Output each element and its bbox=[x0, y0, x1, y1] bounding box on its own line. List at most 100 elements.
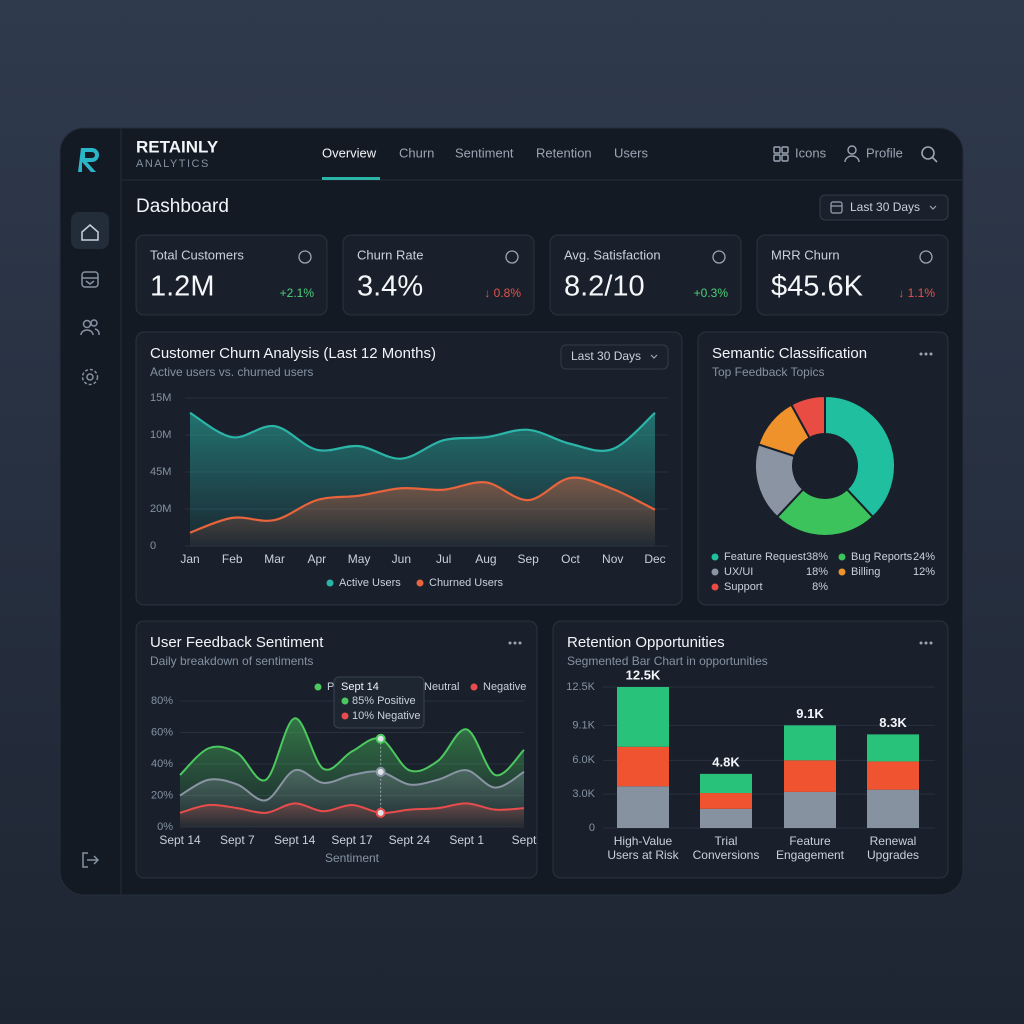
legend-swatch bbox=[326, 579, 334, 587]
x-tick-label-box: Feature Engagement bbox=[775, 834, 845, 862]
legend-swatch bbox=[314, 683, 322, 691]
range-label[interactable]: Last 30 Days bbox=[850, 200, 920, 214]
bar-total-label: 9.1K bbox=[796, 706, 824, 721]
kpi-label: Total Customers bbox=[150, 247, 244, 262]
card-title: Semantic Classification bbox=[712, 345, 867, 362]
more-menu[interactable] bbox=[924, 352, 928, 356]
range-button[interactable] bbox=[819, 194, 949, 221]
y-tick-label: 60% bbox=[151, 726, 173, 738]
hover-point bbox=[375, 766, 386, 777]
x-tick-label: Jan bbox=[180, 552, 199, 566]
y-tick-label: 15M bbox=[150, 392, 171, 404]
header-action[interactable]: Profile bbox=[866, 145, 903, 160]
x-tick-label: Sept bbox=[512, 833, 537, 847]
more-menu[interactable] bbox=[513, 641, 517, 645]
y-tick-label: 20% bbox=[151, 789, 173, 801]
area bbox=[190, 477, 655, 546]
x-tick-label: Feature Engagement bbox=[775, 834, 845, 862]
card-title: Customer Churn Analysis (Last 12 Months) bbox=[150, 345, 436, 362]
kpi-icon bbox=[505, 250, 519, 264]
tooltip-swatch bbox=[341, 712, 349, 720]
line bbox=[179, 717, 525, 782]
more-menu[interactable] bbox=[518, 641, 522, 645]
nav-active-indicator bbox=[322, 177, 380, 180]
x-tick-label: Mar bbox=[264, 552, 285, 566]
kpi-card bbox=[756, 234, 949, 316]
card-subtitle: Daily breakdown of sentiments bbox=[150, 654, 313, 668]
line bbox=[179, 802, 525, 814]
more-menu[interactable] bbox=[919, 352, 923, 356]
kpi-value: 8.2/10 bbox=[564, 271, 645, 303]
legend-swatch bbox=[838, 568, 846, 576]
x-tick-label-box: High-Value Users at Risk bbox=[607, 834, 678, 862]
y-tick-label: 80% bbox=[151, 695, 173, 707]
chevron bbox=[650, 354, 658, 359]
legend-label: Negative bbox=[483, 681, 526, 693]
y-tick-label: 0 bbox=[150, 540, 156, 552]
donut-slice bbox=[789, 394, 826, 440]
kpi-change: +2.1% bbox=[280, 286, 315, 300]
x-tick-label: Sept 7 bbox=[220, 833, 255, 847]
nav-item[interactable]: Sentiment bbox=[455, 145, 514, 160]
legend-value: 8% bbox=[812, 581, 828, 593]
settings-icon[interactable] bbox=[81, 368, 99, 386]
x-tick-label: Apr bbox=[307, 552, 326, 566]
x-tick-label: Sept 1 bbox=[449, 833, 484, 847]
more-menu[interactable] bbox=[929, 641, 933, 645]
kpi-change: ↓ 1.1% bbox=[898, 286, 935, 300]
x-tick-label: Oct bbox=[561, 552, 580, 566]
y-tick-label: 0% bbox=[157, 821, 173, 833]
range-dropdown-label[interactable]: Last 30 Days bbox=[571, 349, 641, 363]
card-subtitle: Top Feedback Topics bbox=[712, 365, 825, 379]
x-tick-label-box: Trial Conversions bbox=[692, 834, 760, 862]
x-tick-label: Jun bbox=[392, 552, 411, 566]
nav-item[interactable]: Retention bbox=[536, 145, 592, 160]
area bbox=[180, 803, 524, 827]
bar-segment bbox=[700, 808, 752, 828]
line bbox=[179, 768, 525, 802]
nav-item[interactable]: Overview bbox=[322, 145, 377, 160]
range-dropdown[interactable] bbox=[560, 344, 669, 370]
kpi-label: MRR Churn bbox=[771, 247, 840, 262]
y-tick-label: 20M bbox=[150, 503, 171, 515]
nav-item[interactable]: Users bbox=[614, 145, 648, 160]
x-tick-label: Trial Conversions bbox=[692, 834, 760, 862]
more-menu[interactable] bbox=[508, 641, 512, 645]
kpi-change: ↓ 0.8% bbox=[484, 286, 521, 300]
header-action[interactable]: Icons bbox=[795, 145, 827, 160]
card-subtitle: Segmented Bar Chart in opportunities bbox=[567, 654, 768, 668]
card-title: Retention Opportunities bbox=[567, 634, 725, 651]
logo[interactable] bbox=[78, 148, 99, 172]
y-tick-label: 0 bbox=[589, 822, 595, 834]
home-icon[interactable] bbox=[81, 224, 99, 241]
brand-sub: ANALYTICS bbox=[136, 158, 210, 170]
x-tick-label: Sept 14 bbox=[274, 833, 316, 847]
more-menu[interactable] bbox=[924, 641, 928, 645]
bar-segment bbox=[867, 789, 919, 828]
icons-icon[interactable] bbox=[773, 146, 789, 162]
logout-icon[interactable] bbox=[82, 852, 100, 868]
legend-label: Active Users bbox=[339, 577, 401, 589]
x-axis-title: Sentiment bbox=[325, 851, 380, 865]
bar-total-label: 4.8K bbox=[712, 754, 740, 769]
more-menu[interactable] bbox=[929, 352, 933, 356]
search-icon[interactable] bbox=[921, 146, 938, 163]
kpi-value: $45.6K bbox=[771, 271, 864, 303]
x-tick-label: Renewal Upgrades bbox=[866, 834, 920, 862]
nav-item[interactable]: Churn bbox=[399, 145, 434, 160]
donut-slice bbox=[824, 394, 896, 519]
bar-segment bbox=[867, 761, 919, 790]
legend-value: 18% bbox=[806, 566, 828, 578]
card bbox=[697, 331, 949, 606]
more-menu[interactable] bbox=[919, 641, 923, 645]
inbox-icon[interactable] bbox=[81, 271, 99, 288]
bar-segment bbox=[700, 773, 752, 794]
profile-icon[interactable] bbox=[844, 145, 860, 163]
sidebar-active bbox=[71, 212, 109, 249]
legend-swatch bbox=[711, 583, 719, 591]
calendar-icon bbox=[830, 201, 843, 214]
y-tick-label: 9.1K bbox=[572, 719, 595, 731]
kpi-change: +0.3% bbox=[694, 286, 729, 300]
users-icon[interactable] bbox=[80, 319, 100, 336]
